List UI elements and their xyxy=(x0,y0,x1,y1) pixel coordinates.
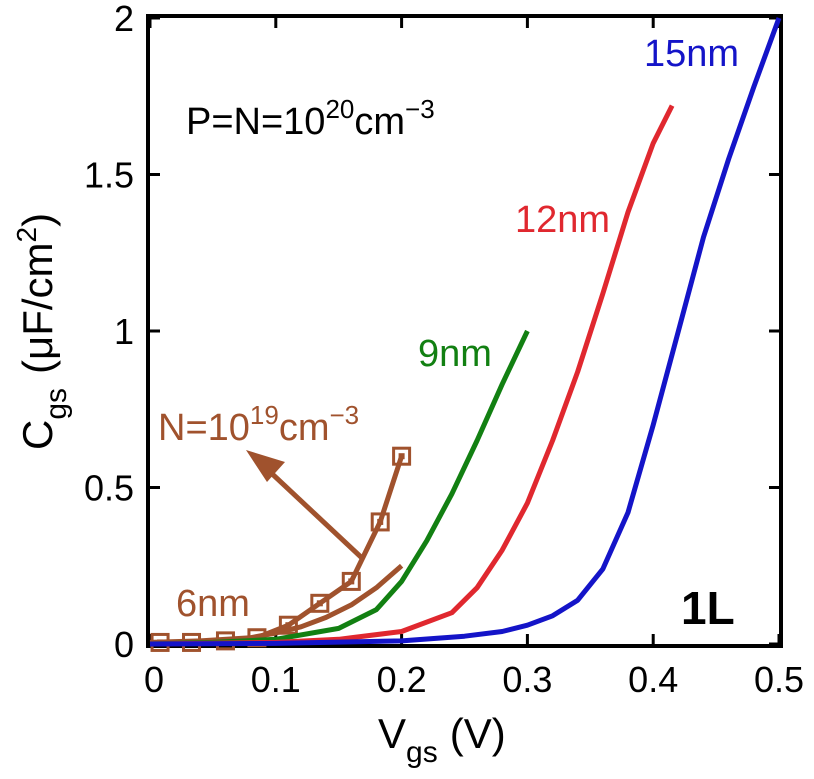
data-point-marker xyxy=(370,512,390,532)
y-tick-label: 2 xyxy=(114,0,134,39)
series-label-9nm: 9nm xyxy=(418,333,492,375)
x-tick-label: 0.2 xyxy=(377,659,427,700)
annotation-doping-p20: P=N=1020cm−3 xyxy=(186,94,435,143)
x-tick-label: 0.5 xyxy=(754,659,804,700)
series-label-12nm: 12nm xyxy=(515,199,610,241)
series-line-4 xyxy=(149,17,782,647)
data-point-marker-dot xyxy=(285,622,292,629)
series-label-15nm: 15nm xyxy=(644,33,739,75)
y-tick-label: 1 xyxy=(114,311,134,352)
y-tick-label: 0 xyxy=(114,624,134,665)
series-line-3 xyxy=(149,104,675,647)
data-point-marker-dot xyxy=(377,518,384,525)
data-point-marker xyxy=(341,571,361,591)
series-label-6nm: 6nm xyxy=(176,583,250,625)
data-point-marker-dot xyxy=(316,600,323,607)
y-axis-label: Cgs(μF/cm2) xyxy=(11,213,73,450)
x-tick-label: 0 xyxy=(144,659,164,700)
annotation-layer: 1L xyxy=(681,582,735,634)
annotation-doping-n19: N=1019cm−3 xyxy=(158,400,359,449)
data-point-marker-dot xyxy=(398,453,405,460)
series-layer xyxy=(149,17,782,652)
data-point-marker xyxy=(278,615,298,635)
x-tick-label: 0.4 xyxy=(628,659,678,700)
x-tick-label: 0.1 xyxy=(251,659,301,700)
y-axis-ticks: 0 0.5 1 1.5 2 xyxy=(84,0,779,665)
y-tick-label: 1.5 xyxy=(84,155,134,196)
x-axis-label: Vgs (V) xyxy=(378,710,506,769)
annotation-arrow xyxy=(246,450,364,560)
x-tick-label: 0.3 xyxy=(502,659,552,700)
data-point-marker xyxy=(310,593,330,613)
plot-frame xyxy=(146,14,783,648)
data-point-marker xyxy=(392,446,412,466)
y-tick-label: 0.5 xyxy=(84,468,134,509)
data-point-marker-dot xyxy=(348,578,355,585)
x-axis-ticks: 0 0.1 0.2 0.3 0.4 0.5 xyxy=(144,18,804,700)
